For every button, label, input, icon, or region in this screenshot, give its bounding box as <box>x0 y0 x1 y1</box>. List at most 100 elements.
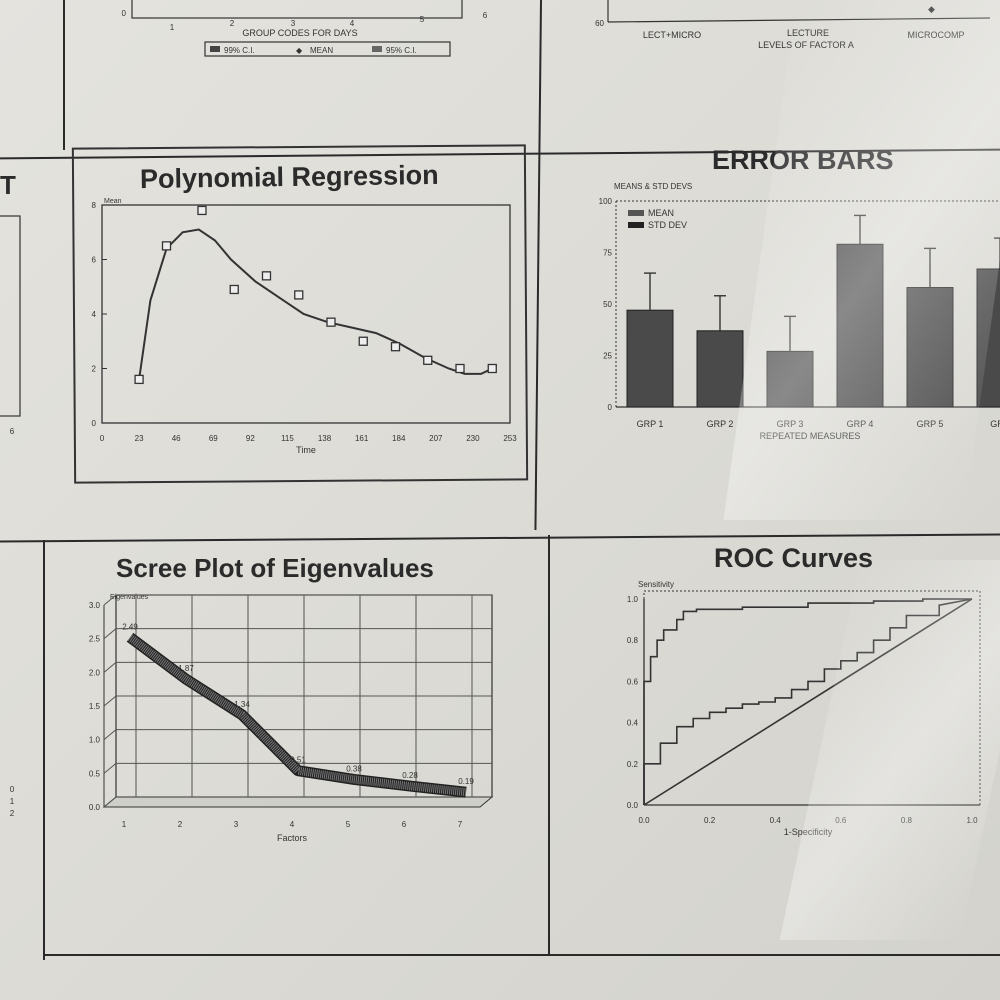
legend-mean: MEAN <box>310 46 333 55</box>
scree-ytick-1: 0.5 <box>89 769 101 778</box>
err-legend-mean: MEAN <box>648 208 674 218</box>
left-edge-bottom-0: 0 <box>10 785 15 794</box>
page-divider-v-left-lower <box>43 540 45 960</box>
fragment-cat-2: LECTURE <box>787 28 829 38</box>
err-legend-swatch-std <box>628 222 644 228</box>
polynomial-title: Polynomial Regression <box>139 159 439 195</box>
roc-xtick-5: 1.0 <box>966 816 978 825</box>
roc-xtick-3: 0.6 <box>835 816 847 825</box>
fragment-plot-border <box>131 0 463 19</box>
scree-xtick-0: 1 <box>122 820 127 829</box>
fragment-xlabel: GROUP CODES FOR DAYS <box>242 28 357 38</box>
poly-xtick-0: 0 <box>100 434 105 443</box>
error-bars-chart: MEANS & STD DEVS 0 25 50 75 100 MEAN STD DEV GRP… <box>599 182 1000 441</box>
err-bar-3 <box>836 243 884 408</box>
poly-xtick-1: 23 <box>135 434 144 443</box>
poly-xtick-6: 138 <box>318 434 332 443</box>
poly-point-1 <box>161 241 172 251</box>
legend-swatch-95 <box>372 46 382 52</box>
legend-99-ci: 99% C.I. <box>224 46 255 55</box>
roc-xtick-4: 0.8 <box>901 816 913 825</box>
poly-point-9 <box>423 355 433 365</box>
poly-point-11 <box>487 363 497 374</box>
scree-xtick-1: 2 <box>178 820 183 829</box>
poly-point-10 <box>455 363 465 374</box>
roc-curve-1 <box>643 598 973 805</box>
poly-xtick-9: 207 <box>429 434 443 443</box>
scree-xtick-2: 3 <box>234 820 239 829</box>
fragment-tick-2: 2 <box>230 19 235 28</box>
left-edge-bottom-2: 2 <box>10 809 15 818</box>
poly-point-5 <box>294 290 304 300</box>
left-edge-bottom-1: 1 <box>10 797 15 806</box>
page-divider-v-center <box>534 0 542 530</box>
poly-xtick-8: 184 <box>392 434 406 443</box>
fragment-tick-4: 4 <box>350 19 355 28</box>
roc-ylabel: Sensitivity <box>638 580 674 589</box>
fragment-tick-5: 5 <box>420 15 425 24</box>
err-ytick-4: 100 <box>599 197 613 206</box>
roc-curve-0 <box>643 598 972 805</box>
scree-value-label-3: 0.51 <box>290 756 306 765</box>
poly-ytick-1: 2 <box>92 365 97 374</box>
fragment-right-xlabel: LEVELS OF FACTOR A <box>758 40 854 50</box>
scree-ytick-5: 2.5 <box>89 635 101 644</box>
scree-ytick-6: 3.0 <box>89 601 101 610</box>
scree-ylabel: Eigenvalues <box>110 594 149 601</box>
scree-grid-diag-3 <box>103 695 117 707</box>
roc-chart: Sensitivity 0.0 0.2 0.4 0.6 0.8 1.0 0.0 0.2 0.4 0.… <box>627 580 981 837</box>
roc-xlabel: 1-Specificity <box>784 827 833 837</box>
scree-xtick-5: 6 <box>402 820 407 829</box>
fragment-tick-6: 6 <box>483 11 488 20</box>
roc-ytick-0: 0.0 <box>627 801 639 810</box>
poly-xtick-7: 161 <box>355 434 369 443</box>
roc-ytick-4: 0.8 <box>627 636 639 645</box>
err-xtick-3: GRP 4 <box>847 419 874 429</box>
left-edge-fragment: 6 0 1 2 <box>0 215 21 818</box>
poly-xtick-4: 92 <box>246 434 255 443</box>
roc-ytick-2: 0.4 <box>627 719 639 728</box>
top-right-fragment: 60 LECT+MICRO LECTURE MICROCOMP LEVELS O… <box>595 0 991 50</box>
page-divider-v-left <box>63 0 65 150</box>
legend-mean-marker: ◆ <box>296 46 303 55</box>
poly-point-0 <box>134 374 144 385</box>
scree-value-label-2: 1.34 <box>234 700 250 709</box>
err-bar-2 <box>766 350 814 408</box>
scree-ytick-3: 1.5 <box>89 702 101 711</box>
poly-ytick-4: 8 <box>92 201 97 210</box>
poly-ytick-3: 6 <box>92 256 97 265</box>
poly-point-6 <box>326 317 336 327</box>
scree-grid-diag-6 <box>103 594 117 606</box>
scree-xlabel: Factors <box>277 833 308 843</box>
poly-ytick-2: 4 <box>92 310 97 319</box>
page-divider-h-middle <box>0 533 1000 543</box>
err-bar-1 <box>696 330 744 408</box>
fragment-tick-3: 3 <box>291 19 296 28</box>
err-xtick-0: GRP 1 <box>637 419 664 429</box>
err-bar-4 <box>906 287 954 408</box>
fragment-cat-1: LECT+MICRO <box>643 30 701 40</box>
legend-swatch-99 <box>210 46 220 52</box>
scree-value-label-4: 0.38 <box>346 764 362 773</box>
poly-ytick-0: 0 <box>92 419 97 428</box>
fragment-legend-box <box>204 41 451 57</box>
fragment-cat-3: MICROCOMP <box>908 30 965 40</box>
roc-xtick-1: 0.2 <box>704 816 716 825</box>
poly-ylabel: Mean <box>104 198 122 205</box>
roc-curve-2 <box>643 598 973 806</box>
err-xtick-5: GRP <box>990 419 1000 429</box>
fragment-zero-label: 0 <box>122 9 127 18</box>
error-bars-title: ERROR BARS <box>712 145 894 175</box>
poly-xtick-10: 230 <box>466 434 480 443</box>
err-xtick-1: GRP 2 <box>707 419 734 429</box>
err-xlabel: REPEATED MEASURES <box>760 431 861 441</box>
fragment-point: ◆ <box>928 4 935 14</box>
page-divider-h-bottom <box>43 954 1000 956</box>
scree-ytick-0: 0.0 <box>89 803 101 812</box>
left-edge-letter: T <box>0 170 16 200</box>
roc-ytick-1: 0.2 <box>627 760 639 769</box>
poly-fit-curve <box>138 228 493 380</box>
legend-95-ci: 95% C.I. <box>386 46 417 55</box>
fragment-right-y-label: 60 <box>595 19 604 28</box>
